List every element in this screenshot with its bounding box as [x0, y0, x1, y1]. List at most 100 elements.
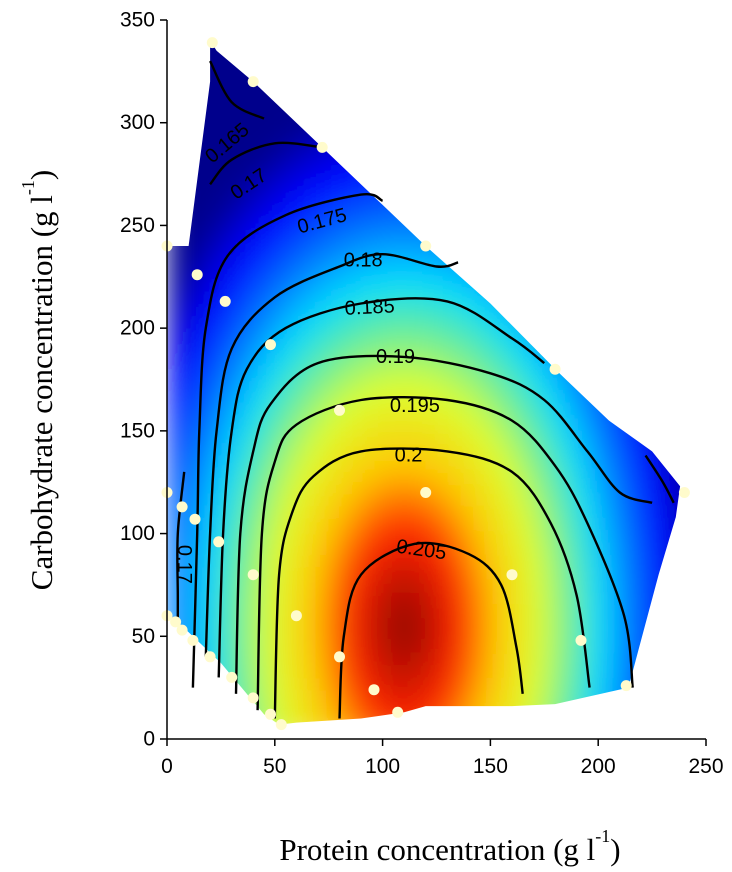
heatmap-cell [322, 689, 336, 703]
heatmap-cell [425, 61, 440, 75]
heatmap-cell [412, 196, 427, 210]
heatmap-cell [257, 652, 272, 666]
heatmap-cell [581, 40, 595, 50]
heatmap-cell [412, 147, 427, 161]
heatmap-cell [412, 504, 427, 518]
heatmap-cell [438, 492, 453, 506]
heatmap-cell [374, 40, 388, 50]
heatmap-cell [179, 246, 194, 260]
heatmap-cell [658, 455, 673, 469]
heatmap-cell [697, 382, 711, 395]
heatmap-cell [231, 628, 246, 642]
heatmap-cell [296, 344, 311, 358]
heatmap-cell [257, 61, 272, 75]
heatmap-cell [697, 419, 711, 432]
heatmap-cell [179, 307, 194, 321]
heatmap-cell [542, 307, 556, 321]
heatmap-cell [399, 628, 414, 642]
heatmap-cell [684, 702, 698, 715]
heatmap-cell [231, 492, 246, 506]
heatmap-cell [335, 40, 349, 50]
heatmap-cell [477, 578, 492, 592]
heatmap-cell [490, 258, 505, 272]
heatmap-cell [477, 418, 492, 432]
heatmap-cell [593, 369, 608, 383]
heatmap-cell [335, 332, 349, 346]
heatmap-cell [179, 40, 194, 50]
heatmap-cell [348, 554, 362, 568]
contour-line [209, 60, 265, 120]
heatmap-cell [593, 406, 608, 420]
heatmap-cell [619, 295, 634, 309]
heatmap-cell [179, 48, 194, 62]
heatmap-cell [555, 233, 569, 247]
heatmap-cell [516, 504, 530, 518]
heatmap-cell [581, 714, 595, 725]
heatmap-cell [257, 246, 272, 260]
heatmap-cell [412, 221, 427, 235]
heatmap-cell [632, 258, 647, 272]
heatmap-cell [477, 344, 492, 358]
heatmap-cell [451, 184, 466, 198]
heatmap-cell [374, 319, 388, 333]
heatmap-cell [296, 541, 311, 555]
y-tick-label: 200 [120, 317, 155, 340]
heatmap-cell [490, 702, 505, 716]
heatmap-cell [645, 110, 660, 124]
heatmap-cell [671, 714, 681, 725]
heatmap-cell [684, 628, 698, 641]
heatmap-cell [296, 578, 311, 592]
heatmap-cell [322, 221, 336, 235]
heatmap-cell [244, 48, 259, 62]
heatmap-cell [425, 40, 440, 50]
heatmap-cell [386, 319, 401, 333]
heatmap-cell [167, 369, 181, 383]
heatmap-cell [283, 172, 298, 186]
heatmap-cell [322, 48, 336, 62]
heatmap-cell [283, 591, 298, 605]
heatmap-cell [386, 455, 401, 469]
y-tick-label: 0 [143, 728, 155, 751]
heatmap-cell [684, 505, 698, 518]
heatmap-cell [542, 492, 556, 506]
scatter-point [334, 651, 345, 663]
heatmap-cell [658, 406, 673, 420]
heatmap-cell [529, 406, 543, 420]
heatmap-cell [257, 159, 272, 173]
heatmap-cell [516, 209, 530, 223]
heatmap-cell [192, 615, 207, 629]
heatmap-cell [296, 381, 311, 395]
heatmap-cell [684, 579, 698, 592]
heatmap-cell [283, 480, 298, 494]
heatmap-cell [555, 73, 569, 87]
heatmap-cell [335, 727, 349, 740]
heatmap-cell [348, 246, 362, 260]
heatmap-cell [658, 369, 673, 383]
heatmap-cell [671, 282, 681, 296]
heatmap-cell [490, 628, 505, 642]
heatmap-cell [348, 369, 362, 383]
heatmap-cell [335, 628, 349, 642]
heatmap-cell [697, 480, 711, 493]
heatmap-cell [438, 628, 453, 642]
heatmap-cell [451, 307, 466, 321]
heatmap-cell [516, 282, 530, 296]
heatmap-cell [658, 159, 673, 173]
heatmap-cell [231, 689, 246, 703]
heatmap-cell [697, 209, 711, 222]
heatmap-cell [542, 24, 556, 37]
heatmap-cell [658, 554, 673, 568]
heatmap-cell [335, 517, 349, 531]
heatmap-cell [386, 640, 401, 654]
heatmap-cell [464, 159, 479, 173]
heatmap-cell [684, 369, 698, 382]
heatmap-cell [361, 61, 375, 75]
heatmap-cell [451, 332, 466, 346]
heatmap-cell [205, 209, 220, 223]
heatmap-cell [438, 406, 453, 420]
heatmap-cell [658, 147, 673, 161]
heatmap-cell [555, 628, 569, 642]
heatmap-cell [309, 554, 323, 568]
heatmap-cell [296, 332, 311, 346]
heatmap-cell [438, 209, 453, 223]
